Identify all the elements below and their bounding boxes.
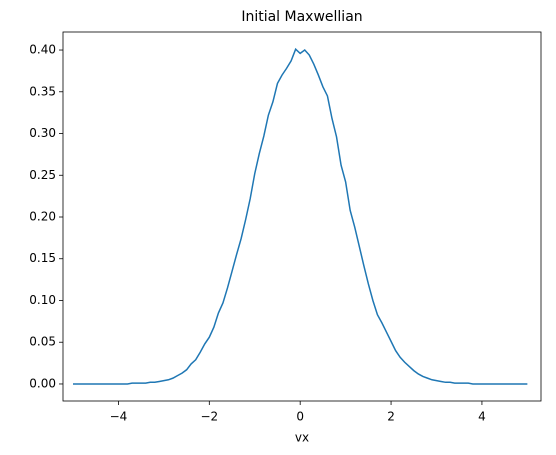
- y-tick-label: 0.40: [29, 43, 56, 57]
- x-axis-label: vx: [295, 431, 309, 445]
- x-tick-label: 4: [478, 410, 486, 424]
- x-tick-label: 0: [296, 410, 304, 424]
- y-tick-label: 0.15: [29, 251, 56, 265]
- data-line: [73, 47, 528, 385]
- x-tick-label: −2: [200, 410, 218, 424]
- chart-title: Initial Maxwellian: [241, 9, 362, 25]
- y-tick-label: 0.30: [29, 126, 56, 140]
- x-tick-label: −4: [110, 410, 128, 424]
- y-tick-label: 0.05: [29, 335, 56, 349]
- y-tick-label: 0.10: [29, 293, 56, 307]
- y-tick-label: 0.25: [29, 168, 56, 182]
- axes-frame: [62, 31, 542, 402]
- y-tick-label: 0.00: [29, 376, 56, 390]
- y-tick-label: 0.20: [29, 210, 56, 224]
- x-tick-label: 2: [387, 410, 395, 424]
- y-tick-label: 0.35: [29, 84, 56, 98]
